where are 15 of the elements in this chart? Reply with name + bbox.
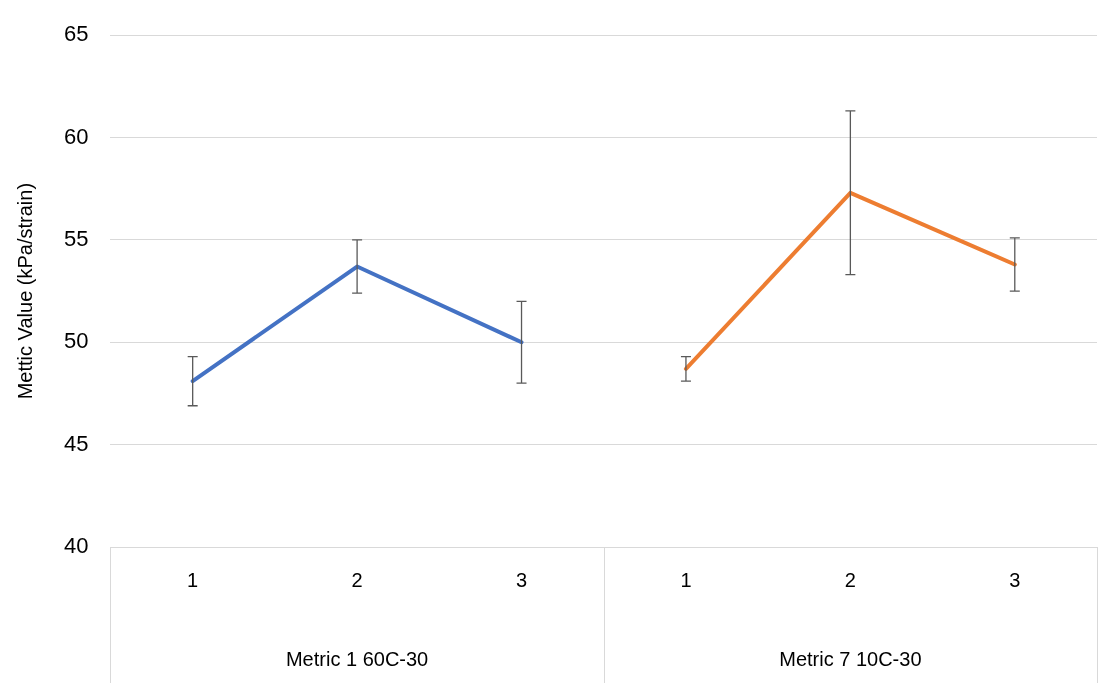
y-tick-label: 60 [63,123,89,149]
y-tick-label: 45 [63,430,89,456]
text: Metric 7 10C-30 [779,647,922,670]
y-tick-label: 40 [63,533,89,559]
x-tick-label: 3 [515,568,528,591]
x-tick-label: 1 [680,568,692,591]
text: Metric 1 60C-30 [285,647,429,670]
x-tick-label: 2 [844,568,856,591]
y-tick-label: 50 [63,328,89,354]
y-tick-label: 55 [63,225,89,251]
y-axis-title: Mettic Value (kPa/strain) [13,182,36,400]
y-tick-label: 65 [63,21,89,47]
x-tick-label: 3 [1009,568,1021,591]
x-tick-label: 2 [351,568,363,591]
x-tick-label: 1 [187,568,199,591]
